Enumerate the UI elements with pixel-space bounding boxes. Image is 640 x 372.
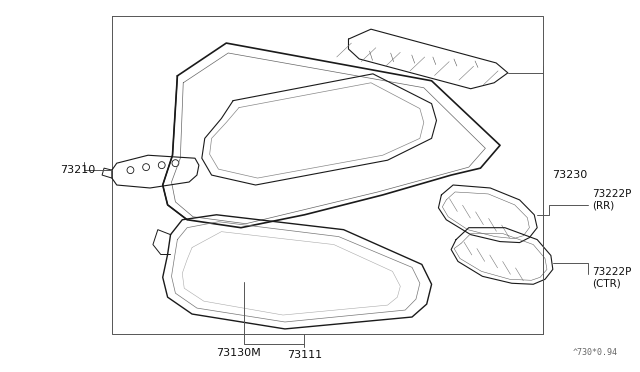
Text: 73210: 73210: [60, 165, 95, 175]
Text: 73222P
(CTR): 73222P (CTR): [592, 266, 631, 288]
Text: 73230: 73230: [552, 170, 587, 180]
Text: ^730*0.94: ^730*0.94: [572, 348, 618, 357]
Text: 73111: 73111: [287, 350, 322, 360]
Text: 73222P
(RR): 73222P (RR): [592, 189, 631, 211]
Text: 73130M: 73130M: [216, 348, 261, 358]
